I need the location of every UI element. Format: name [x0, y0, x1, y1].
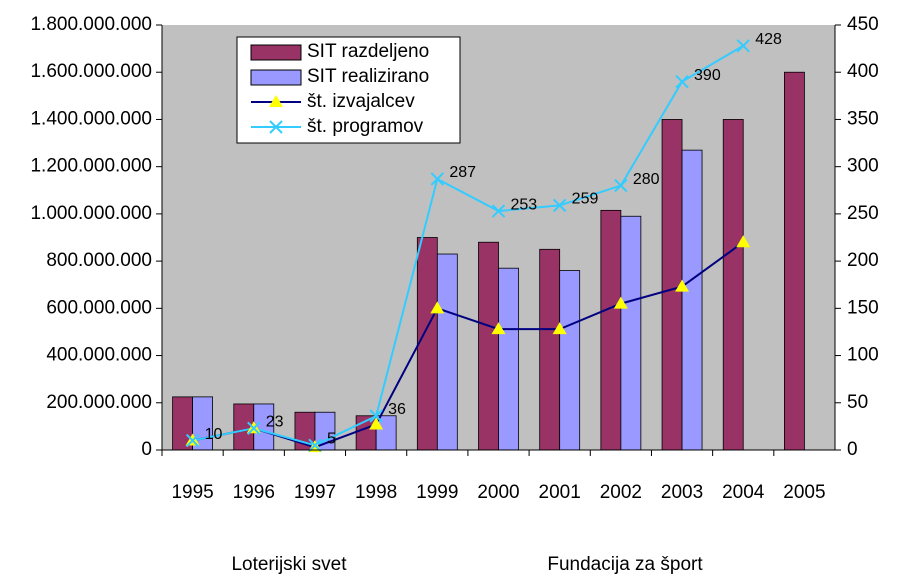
marker [736, 39, 750, 53]
marker [736, 235, 751, 248]
y-tick-label: 1.800.000.000 [30, 14, 152, 35]
data-label: 280 [633, 171, 660, 188]
annotation: Loterijski svet [231, 554, 347, 575]
bar [436, 253, 458, 451]
legend-label: št. programov [307, 116, 424, 137]
data-label: 36 [388, 401, 406, 418]
x-tick-label: 1996 [233, 482, 275, 503]
data-label: 287 [449, 164, 476, 181]
bar [784, 71, 805, 451]
y-tick-label: 400.000.000 [46, 345, 152, 366]
marker [491, 204, 506, 218]
legend-swatch [250, 44, 302, 61]
data-label: 10 [205, 426, 223, 443]
marker [613, 296, 628, 309]
marker [552, 198, 567, 213]
y2-tick-label: 0 [847, 439, 858, 460]
data-label: 428 [755, 31, 782, 48]
marker [185, 433, 200, 448]
marker [614, 178, 628, 193]
data-label: 23 [266, 413, 284, 430]
bar [620, 215, 642, 451]
y-tick-label: 1.600.000.000 [30, 61, 152, 82]
marker [675, 279, 690, 292]
x-tick-label: 1997 [294, 482, 336, 503]
y2-tick-label: 200 [847, 250, 879, 271]
y2-tick-label: 100 [847, 345, 879, 366]
y-tick-label: 1.000.000.000 [30, 203, 152, 224]
y2-tick-label: 50 [847, 392, 868, 413]
y-tick-label: 0 [141, 439, 152, 460]
legend-marker [269, 95, 283, 107]
y-tick-label: 200.000.000 [46, 392, 152, 413]
marker [369, 417, 384, 430]
y2-tick-label: 350 [847, 108, 879, 129]
marker [430, 301, 445, 314]
x-tick-label: 1999 [416, 482, 458, 503]
y2-tick-label: 150 [847, 297, 879, 318]
x-tick-label: 2002 [600, 482, 642, 503]
legend-label: SIT razdeljeno [307, 41, 429, 62]
line [192, 44, 744, 447]
bar [661, 119, 683, 451]
marker [247, 421, 261, 435]
y2-tick-label: 400 [847, 61, 879, 82]
marker [491, 322, 506, 335]
marker [552, 322, 567, 335]
bar [539, 248, 561, 451]
y2-tick-label: 450 [847, 14, 879, 35]
y-tick-label: 800.000.000 [46, 250, 152, 271]
y2-tick-label: 300 [847, 156, 879, 177]
bar [478, 241, 499, 451]
y-tick-label: 600.000.000 [46, 297, 152, 318]
x-tick-label: 1995 [171, 482, 213, 503]
data-label: 259 [572, 191, 599, 208]
y2-tick-label: 250 [847, 203, 879, 224]
y-tick-label: 1.200.000.000 [30, 156, 152, 177]
marker [675, 74, 689, 89]
data-label: 5 [327, 430, 336, 447]
legend-swatch [250, 69, 302, 86]
x-tick-label: 2003 [661, 482, 703, 503]
data-label: 253 [511, 196, 538, 213]
x-tick-label: 1998 [355, 482, 397, 503]
x-tick-label: 2001 [539, 482, 581, 503]
bar [559, 270, 581, 451]
marker [369, 409, 383, 423]
bar [681, 149, 703, 451]
x-tick-label: 2004 [722, 482, 765, 503]
marker [430, 172, 445, 186]
legend-label: št. izvajalcev [307, 91, 415, 112]
marker [308, 438, 322, 452]
bar [600, 209, 622, 451]
x-tick-label: 2000 [477, 482, 519, 503]
bar [722, 119, 744, 451]
legend-marker [269, 120, 283, 134]
x-tick-label: 2005 [783, 482, 825, 503]
bar [498, 267, 519, 451]
y-tick-label: 1.400.000.000 [30, 108, 152, 129]
bar [416, 237, 438, 451]
legend-label: SIT realizirano [307, 66, 429, 87]
data-label: 390 [694, 67, 721, 84]
annotation: Fundacija za šport [547, 554, 703, 575]
